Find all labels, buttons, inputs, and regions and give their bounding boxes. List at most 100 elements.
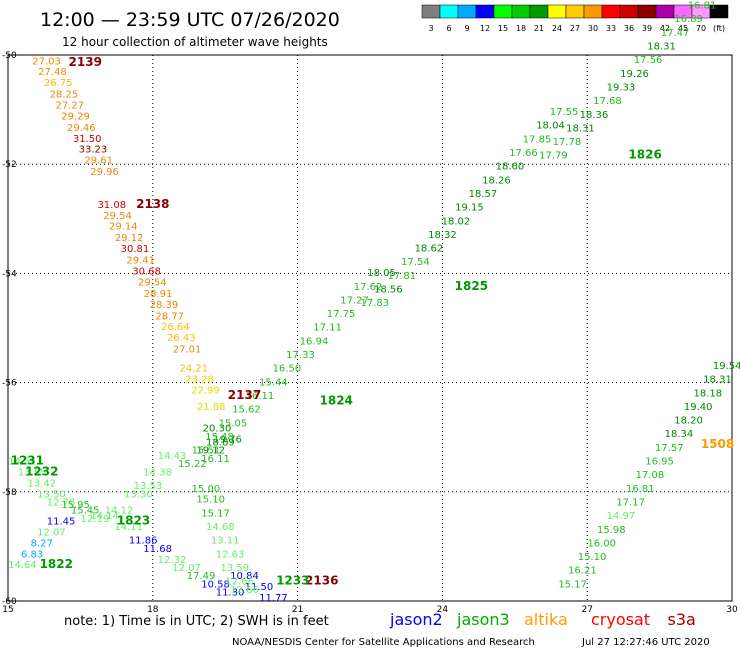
legend-label: 33	[606, 24, 616, 33]
pass-label: 1231	[11, 454, 44, 468]
wave-height-point: 16.81	[626, 484, 655, 495]
wave-height-point: 15.51	[192, 446, 221, 457]
wave-height-point: 21.88	[197, 402, 226, 413]
wave-height-point: 20.30	[203, 424, 232, 435]
wave-height-point: 13.30	[124, 489, 153, 500]
pass-label: 2139	[69, 55, 102, 69]
wave-height-point: 16.94	[300, 336, 329, 347]
wave-height-point: 14.68	[206, 522, 235, 533]
wave-height-point: 14.51	[8, 457, 37, 468]
wave-height-point: 19.33	[607, 82, 636, 93]
wave-height-point: 17.33	[286, 350, 315, 361]
wave-height-point: 27.27	[55, 101, 84, 112]
legend-label: 39	[642, 24, 652, 33]
wave-height-point: 27.01	[173, 345, 202, 356]
wave-height-point: 13.11	[211, 536, 240, 547]
wave-height-point: 17.08	[636, 470, 665, 481]
wave-height-point: 14.11	[114, 522, 143, 533]
satellite-altika: altika	[524, 610, 568, 629]
wave-height-point: 15.17	[201, 508, 230, 519]
wave-height-point: 10.84	[230, 571, 259, 582]
wave-height-point: 17.66	[509, 148, 538, 159]
wave-height-point: 17.78	[553, 137, 582, 148]
wave-height-point: 15.10	[196, 495, 225, 506]
wave-height-point: 13.50	[37, 489, 66, 500]
wave-height-point: 17.85	[523, 134, 552, 145]
wave-height-point: 17.11	[313, 323, 342, 334]
wave-height-point: 14.12	[105, 506, 134, 517]
pass-label: 1823	[117, 514, 150, 528]
legend-swatch	[619, 4, 639, 19]
pass-label: 1508	[701, 437, 734, 451]
legend-swatch	[475, 4, 495, 19]
wave-height-point: 15.22	[178, 459, 207, 470]
legend-swatch	[439, 4, 459, 19]
wave-height-point: 17.57	[655, 443, 684, 454]
wave-height-point: 18.62	[415, 244, 444, 255]
footer-note: note: 1) Time is in UTC; 2) SWH is in fe…	[64, 614, 329, 629]
wave-height-point: 15.45	[71, 506, 100, 517]
wave-height-point: 14.38	[143, 467, 172, 478]
wave-height-point: 23.28	[185, 375, 214, 386]
legend-swatch	[709, 4, 729, 19]
wave-height-point: 17.68	[593, 96, 622, 107]
wave-height-point: 12.32	[158, 555, 187, 566]
wave-height-point: 18.57	[469, 189, 498, 200]
y-tick-label: -58	[2, 488, 17, 498]
wave-height-point: 24.21	[180, 364, 209, 375]
legend-label: 42	[660, 24, 670, 33]
wave-height-point: 18.32	[428, 230, 457, 241]
wave-height-point: 17.81	[388, 271, 417, 282]
wave-height-point: 11.50	[245, 582, 274, 593]
pass-label: 1825	[455, 279, 488, 293]
pass-label: 2137	[228, 388, 261, 402]
wave-height-point: 6.83	[21, 549, 43, 560]
y-tick-label: -52	[2, 160, 17, 170]
wave-height-point: 29.46	[67, 123, 96, 134]
wave-height-point: 27.48	[38, 67, 67, 78]
wave-height-point: 30.81	[121, 244, 150, 255]
wave-height-point: 18.02	[442, 216, 471, 227]
wave-height-point: 15.05	[219, 418, 248, 429]
wave-height-point: 15.95	[61, 500, 90, 511]
timestamp-text: Jul 27 12:27:46 UTC 2020	[581, 637, 710, 648]
wave-height-point: 15.48	[205, 432, 234, 443]
x-tick-label: 30	[726, 605, 738, 615]
wave-height-point: 18.34	[665, 429, 694, 440]
satellite-legend: jason2 jason3 altika cryosat s3a	[389, 610, 696, 629]
legend-label: 6	[446, 24, 451, 33]
satellite-jason3: jason3	[456, 610, 510, 629]
wave-height-point: 29.41	[126, 256, 155, 267]
pass-label: 1822	[40, 557, 73, 571]
wave-height-point: 26.75	[44, 78, 73, 89]
wave-height-point: 15.10	[578, 552, 607, 563]
wave-height-point: 19.26	[620, 69, 649, 80]
chart-title: 12:00 — 23:59 UTC 07/26/2020	[40, 9, 340, 31]
x-tick-label: 24	[437, 605, 449, 615]
wave-height-point: 17.75	[327, 309, 356, 320]
wave-height-point: 29.54	[103, 211, 132, 222]
wave-height-point: 16.89	[674, 14, 703, 25]
axis-ticks: 15 18 21 24 27 30 -50 -52 -54 -56 -58 -60	[2, 51, 738, 615]
wave-height-point: 19.15	[455, 203, 484, 214]
pass-label: 1233	[276, 574, 309, 588]
wave-height-point: 16.11	[246, 391, 275, 402]
wave-height-point: 11.45	[47, 517, 76, 528]
wave-height-point: 18.60	[496, 162, 525, 173]
wave-height-point: 19.54	[713, 361, 740, 372]
pass-label: 1824	[320, 393, 353, 407]
wave-height-point: 10.58	[201, 579, 230, 590]
satellite-jason2: jason2	[389, 610, 443, 629]
legend-label: 9	[464, 24, 469, 33]
y-tick-label: -60	[2, 597, 17, 607]
wave-height-point: 16.21	[568, 566, 597, 577]
satellite-cryosat: cryosat	[591, 610, 650, 629]
legend-swatch	[637, 4, 657, 19]
wave-height-point: 12.78	[47, 497, 76, 508]
wave-height-point: 14.14	[90, 511, 119, 522]
wave-height-point: 12.63	[216, 549, 245, 560]
wave-height-point: 18.26	[482, 175, 511, 186]
wave-height-point: 17.17	[616, 497, 645, 508]
